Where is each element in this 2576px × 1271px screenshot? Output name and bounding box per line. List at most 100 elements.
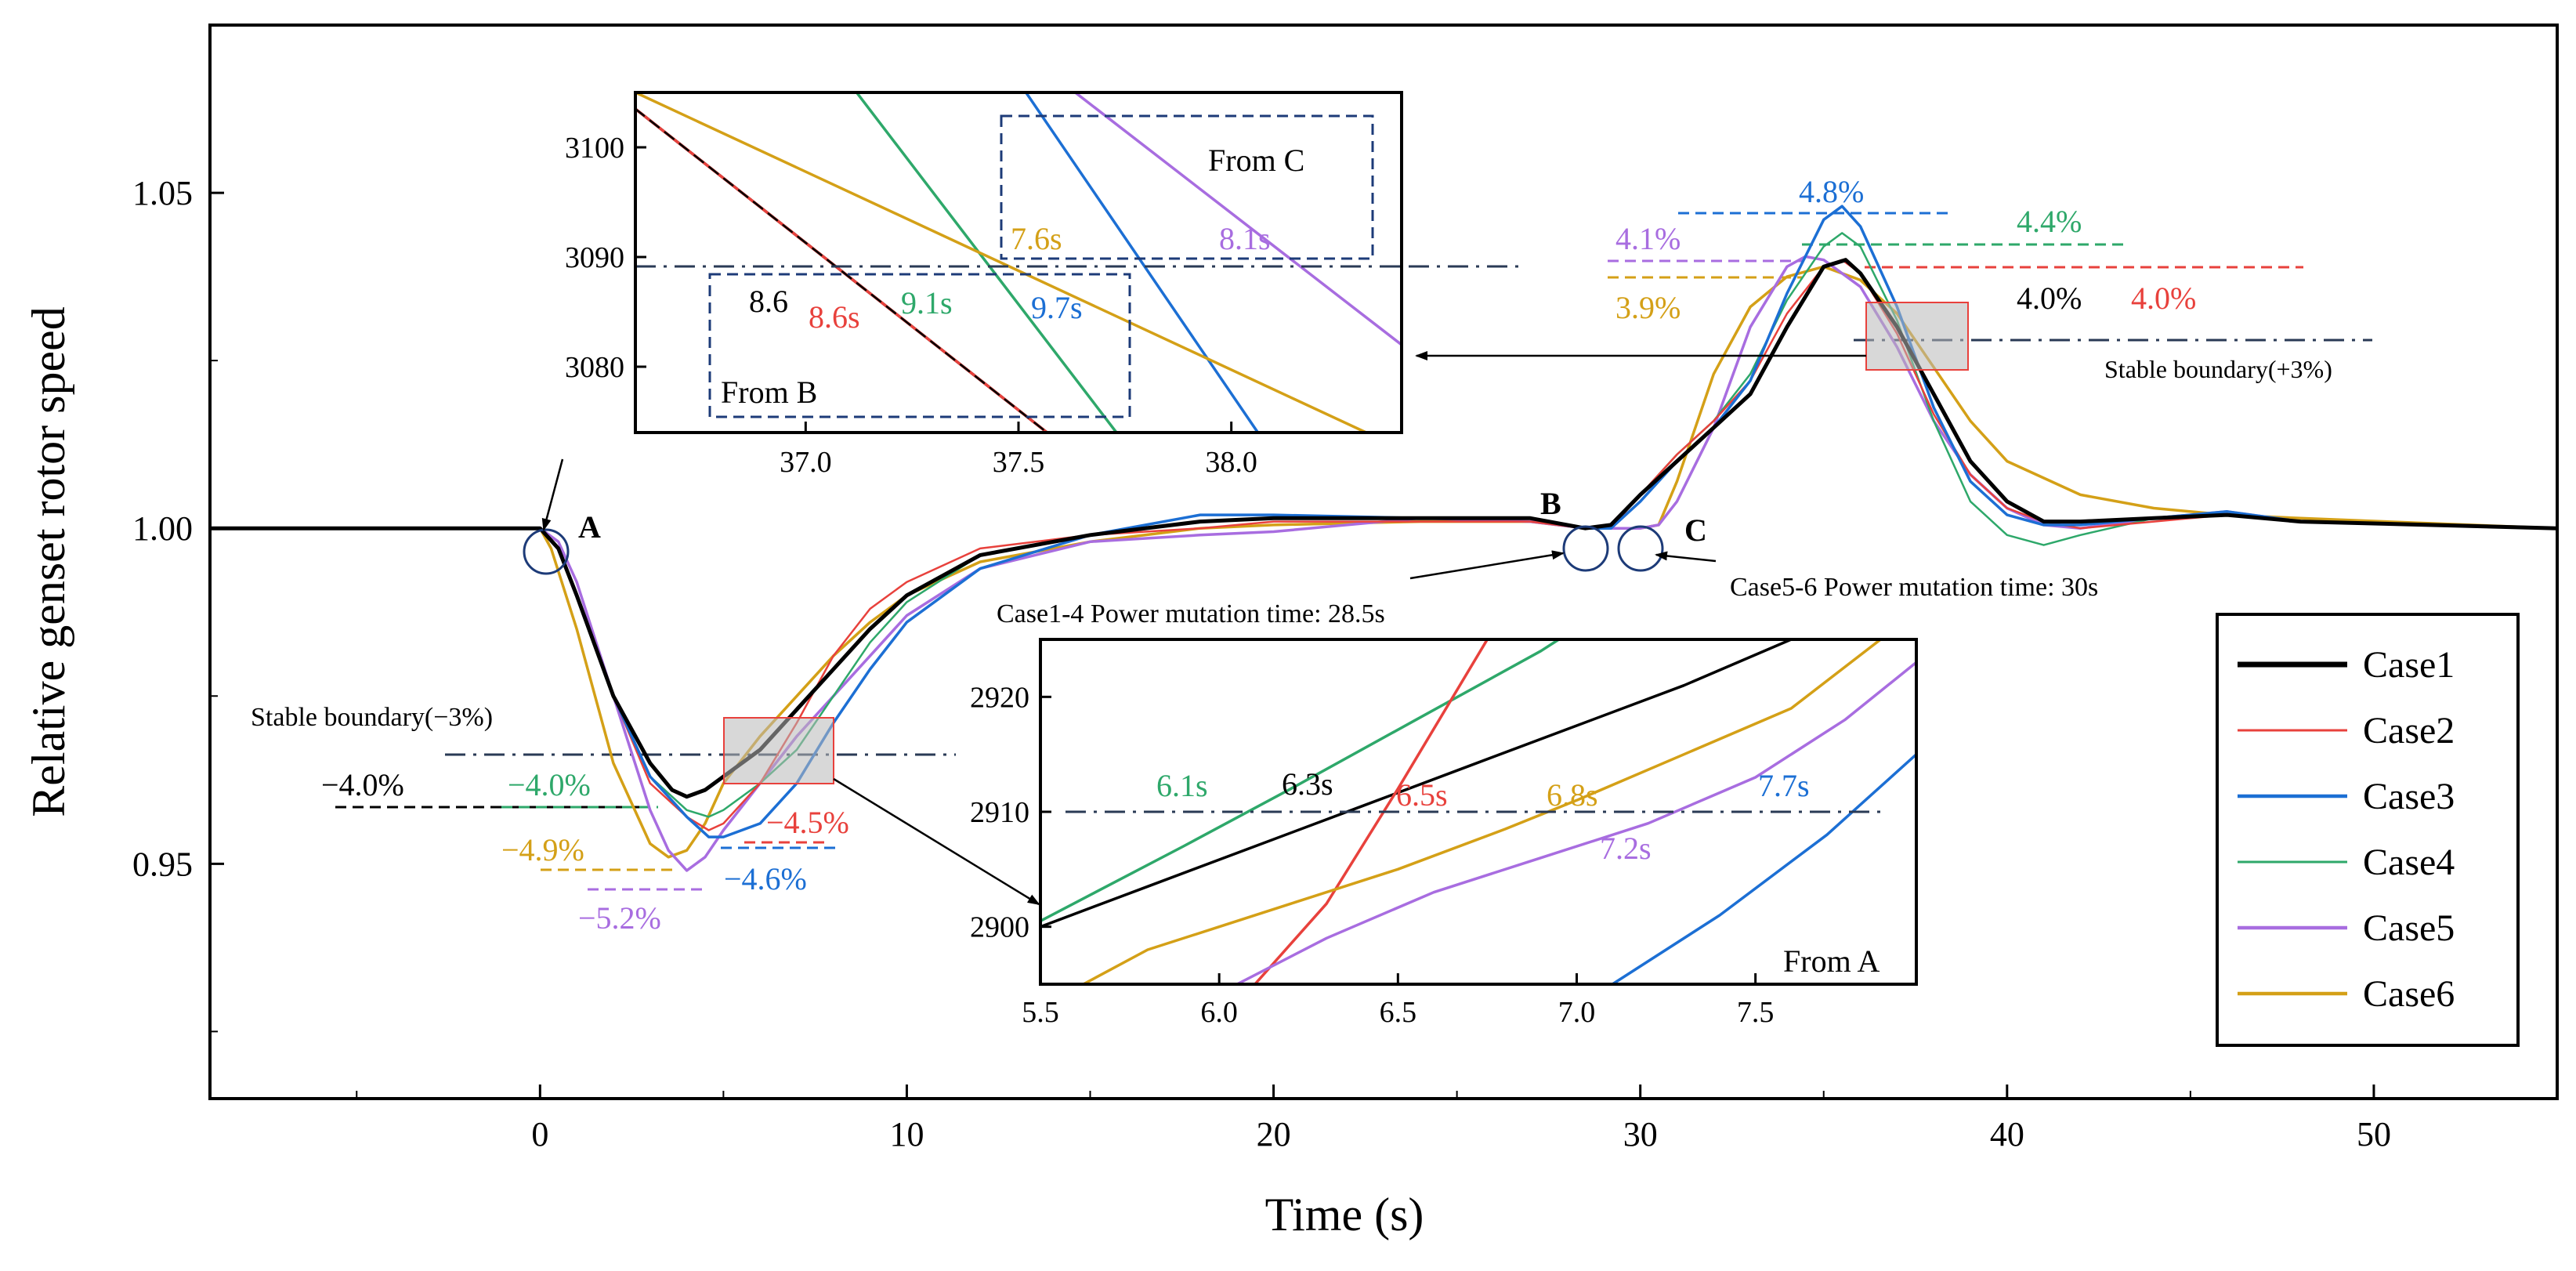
peak-label-case2: 4.0% [2131, 281, 2196, 316]
legend-label-case1: Case1 [2363, 644, 2455, 686]
dip-guides [335, 806, 838, 891]
inset2-crossing-case1: 6.3s [1282, 766, 1333, 802]
inset-upper-from-c-text: From C [1208, 143, 1304, 178]
x-tick-label: 30 [1623, 1115, 1658, 1153]
inset2-line-case6 [1082, 639, 1883, 984]
arrow-to-inset2 [833, 777, 1040, 906]
x-tick-label: 20 [1257, 1115, 1291, 1153]
inset1-crossing-case1: 8.6 [749, 284, 788, 319]
inset1-line-case1-dash [635, 107, 1049, 433]
highlight-box-dip [723, 717, 834, 784]
inset-upper: From C From B 8.6 8.6s 9.1s 9.7s 7.6s 8.… [565, 91, 1403, 479]
inset2-y-tick-label: 2900 [970, 911, 1029, 944]
inset2-x-tick-label: 6.0 [1200, 996, 1238, 1029]
inset2-x-tick-label: 5.5 [1022, 996, 1059, 1029]
inset-upper-series [635, 92, 1402, 433]
inset1-line-case4 [855, 92, 1119, 433]
inset-lower: 6.1s 6.3s 6.5s 6.8s 7.2s 7.7s From A 5.5… [970, 638, 1918, 1029]
series-line-case1 [210, 258, 2557, 799]
point-label-a: A [578, 509, 601, 545]
x-tick-label: 10 [889, 1115, 924, 1153]
inset-upper-ticks: 37.0 37.5 38.0 3080 3090 3100 [565, 132, 1257, 479]
inset1-line-case5 [1073, 92, 1402, 346]
point-label-b: B [1540, 486, 1561, 521]
arrow-a [541, 458, 564, 531]
dip-label-case3: −4.6% [724, 861, 807, 896]
main-series [210, 205, 2557, 872]
inset-upper-box-from-c [1000, 114, 1374, 260]
inset-lower-from-a: From A [1783, 943, 1880, 979]
dip-label-case6: −4.9% [501, 832, 584, 867]
inset2-x-tick-label: 7.5 [1737, 996, 1775, 1029]
inset2-crossing-case2: 6.5s [1396, 777, 1448, 813]
y-tick-label: 1.05 [132, 174, 193, 212]
dip-label-case2: −4.5% [766, 805, 849, 840]
y-tick-label: 1.00 [132, 509, 193, 548]
arrow-b [1409, 550, 1565, 580]
inset2-line-case2 [1254, 639, 1489, 984]
inset2-y-tick-label: 2920 [970, 681, 1029, 714]
inset1-line-case3 [1024, 92, 1260, 433]
legend-label-case5: Case5 [2363, 907, 2455, 949]
legend-label-case2: Case2 [2363, 710, 2455, 751]
y-tick-label: 0.95 [132, 845, 193, 883]
x-tick-label: 0 [531, 1115, 548, 1153]
inset1-crossing-case5: 8.1s [1219, 221, 1271, 256]
inset2-line-case3 [1611, 752, 1916, 984]
inset1-y-tick-label: 3100 [565, 132, 624, 165]
inset1-x-tick-label: 38.0 [1205, 446, 1257, 479]
inset2-crossing-case3: 7.7s [1758, 768, 1810, 803]
main-plot-frame [208, 24, 2559, 1100]
x-axis-title: Time (s) [1265, 1189, 1424, 1240]
inset1-x-tick-label: 37.0 [780, 446, 832, 479]
stable-boundary-upper-label: Stable boundary(+3%) [2104, 355, 2332, 383]
peak-label-case5: 4.1% [1615, 221, 1681, 256]
inset2-crossing-case6: 6.8s [1547, 777, 1598, 813]
x-tick-label: 50 [2357, 1115, 2391, 1153]
inset2-x-tick-label: 6.5 [1380, 996, 1417, 1029]
inset1-line-case6 [635, 92, 1370, 433]
inset1-y-tick-label: 3080 [565, 351, 624, 384]
marker-circle-b [1562, 525, 1609, 572]
inset-upper-from-c: From C [1208, 143, 1304, 178]
legend: Case1 Case2 Case3 Case4 Case5 Case6 [2216, 613, 2520, 1047]
main-ticks: 0 10 20 30 40 50 0.95 1.00 1.05 [132, 174, 2558, 1153]
inset2-line-case1 [1040, 639, 1793, 929]
inset2-crossing-case5: 7.2s [1600, 831, 1652, 866]
case14-mutation-label: Case1-4 Power mutation time: 28.5s [997, 599, 1385, 628]
x-tick-label: 40 [1990, 1115, 2024, 1153]
inset-lower-series [1040, 639, 1916, 984]
inset2-crossing-case4: 6.1s [1156, 768, 1208, 803]
inset1-crossing-case4: 9.1s [901, 285, 953, 320]
inset1-x-tick-label: 37.5 [993, 446, 1045, 479]
inset2-line-case5 [1236, 661, 1916, 984]
case56-mutation-label: Case5-6 Power mutation time: 30s [1730, 573, 2098, 602]
inset-lower-ticks: 5.5 6.0 6.5 7.0 7.5 2900 2910 2920 [970, 681, 1774, 1029]
peak-label-case4: 4.4% [2017, 204, 2082, 239]
inset-upper-background [635, 92, 1402, 433]
inset1-crossing-case2: 8.6s [809, 299, 860, 335]
peak-label-case3: 4.8% [1799, 174, 1864, 209]
inset2-line-case4 [1040, 639, 1561, 923]
inset-upper-from-b: From B [721, 375, 817, 410]
dip-label-case4: −4.0% [508, 767, 591, 802]
inset1-crossing-case3: 9.7s [1031, 290, 1083, 325]
inset-upper-from-b-text: From B [721, 375, 817, 410]
legend-box [2216, 613, 2520, 1047]
legend-label-case6: Case6 [2363, 973, 2455, 1015]
arrow-c [1655, 551, 1717, 563]
dip-label-case1: −4.0% [321, 767, 404, 802]
legend-label-case4: Case4 [2363, 842, 2455, 883]
marker-circle-c [1617, 525, 1664, 572]
stable-boundary-lower-label: Stable boundary(−3%) [251, 703, 493, 732]
peak-label-case1: 4.0% [2017, 281, 2082, 316]
point-label-c: C [1684, 512, 1707, 548]
y-axis-title: Relative genset rotor speed [23, 306, 74, 817]
peak-label-case6: 3.9% [1615, 290, 1681, 325]
highlight-box-peak [1865, 302, 1969, 371]
legend-label-case3: Case3 [2363, 776, 2455, 817]
inset-lower-from-a-text: From A [1783, 943, 1880, 979]
peak-guides [1608, 212, 2303, 279]
dip-label-case5: −5.2% [578, 900, 661, 936]
